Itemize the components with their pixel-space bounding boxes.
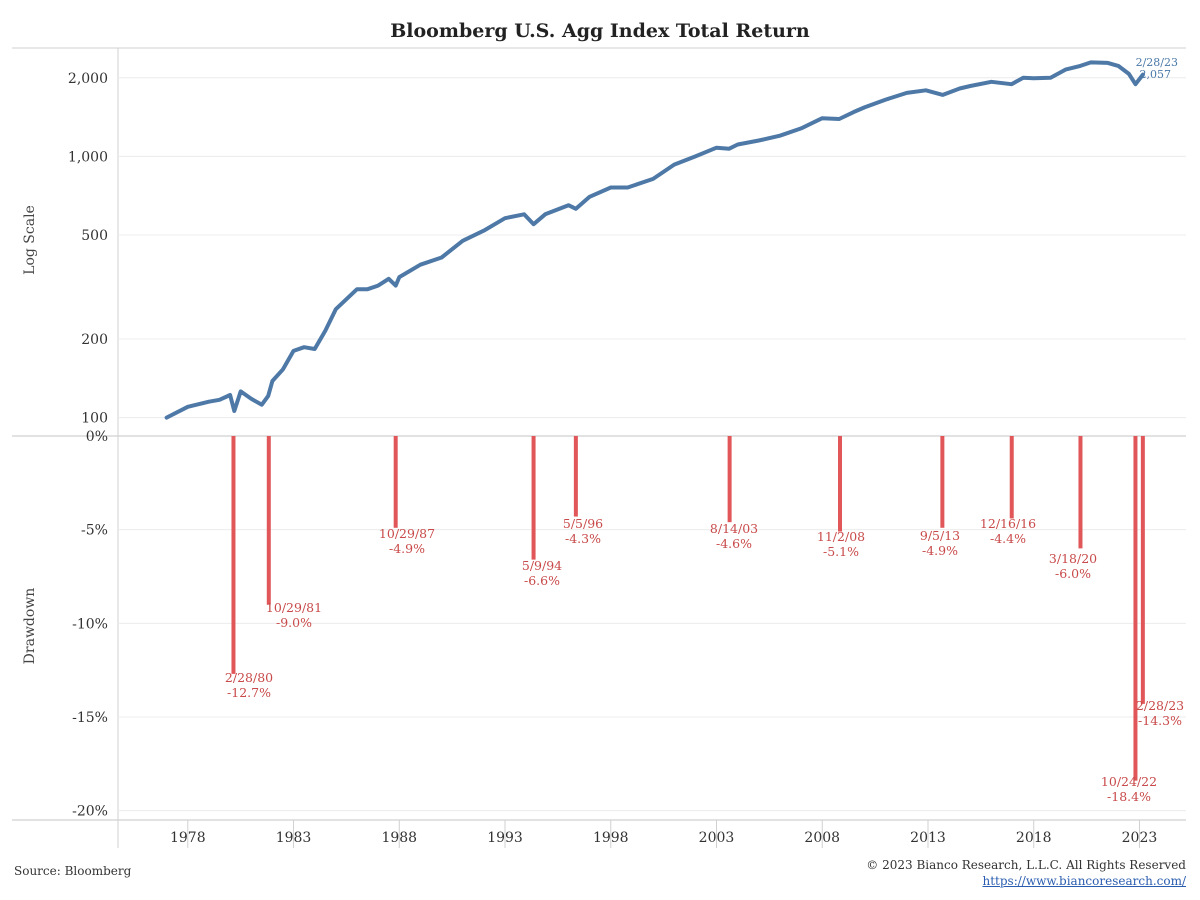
drawdown-value-label: -6.0%	[1055, 566, 1091, 581]
drawdown-bar	[1140, 436, 1145, 704]
top-y-tick-label: 1,000	[68, 149, 108, 165]
drawdown-date-label: 10/29/81	[266, 600, 322, 615]
drawdown-value-label: -6.6%	[524, 573, 560, 588]
drawdown-bar	[573, 436, 578, 517]
drawdown-bars	[231, 436, 1145, 781]
website-link[interactable]: https://www.biancoresearch.com/	[982, 874, 1186, 888]
chart-frame	[12, 47, 1186, 848]
drawdown-bar	[940, 436, 945, 528]
drawdown-bar	[1078, 436, 1083, 549]
drawdown-date-label: 2/28/80	[225, 670, 273, 685]
drawdown-date-label: 3/18/20	[1049, 551, 1097, 566]
x-tick-label: 2023	[1122, 830, 1158, 846]
x-tick-label: 1983	[276, 830, 312, 846]
drawdown-value-label: -4.3%	[565, 531, 601, 546]
bottom-y-tick-label: -15%	[72, 710, 108, 726]
x-tick-label: 1978	[170, 830, 206, 846]
copyright-block: © 2023 Bianco Research, L.L.C. All Right…	[866, 857, 1186, 889]
chart-title: Bloomberg U.S. Agg Index Total Return	[390, 20, 810, 42]
annotations: 2/28/232,0572/28/80-12.7%10/29/81-9.0%10…	[225, 56, 1184, 804]
drawdown-value-label: -4.9%	[922, 543, 958, 558]
drawdown-date-label: 2/28/23	[1136, 698, 1184, 713]
drawdown-value-label: -12.7%	[227, 685, 271, 700]
x-tick-label: 1998	[593, 830, 629, 846]
return-line-path	[164, 60, 1145, 420]
bottom-y-tick-label: -5%	[81, 523, 108, 539]
bottom-y-axis-title: Drawdown	[22, 588, 38, 665]
bottom-y-tick-label: -20%	[72, 804, 108, 820]
x-tick-label: 2018	[1016, 830, 1052, 846]
return-line	[164, 60, 1145, 420]
x-tick-label: 2003	[699, 830, 735, 846]
top-y-tick-label: 200	[81, 332, 108, 348]
gridlines	[118, 77, 1186, 848]
drawdown-date-label: 8/14/03	[710, 521, 758, 536]
drawdown-value-label: -4.4%	[990, 531, 1026, 546]
drawdown-value-label: -14.3%	[1138, 713, 1182, 728]
x-tick-label: 1993	[487, 830, 523, 846]
x-tick-label: 2008	[804, 830, 840, 846]
x-tick-label: 2013	[910, 830, 946, 846]
drawdown-bar	[531, 436, 536, 560]
drawdown-date-label: 5/5/96	[563, 516, 603, 531]
x-axis-ticks: 1978 1983 1988 1993 1998 2003 2008 2013 2018 2023	[170, 830, 1157, 846]
drawdown-bar	[393, 436, 398, 528]
drawdown-value-label: -4.6%	[716, 536, 752, 551]
top-y-axis-title: Log Scale	[22, 205, 38, 275]
end-value-label: 2,057	[1140, 68, 1172, 81]
drawdown-bar	[266, 436, 271, 605]
top-y-tick-label: 500	[81, 228, 108, 244]
bottom-y-tick-label: -10%	[72, 616, 108, 632]
drawdown-date-label: 11/2/08	[817, 529, 865, 544]
drawdown-bar	[838, 436, 843, 532]
drawdown-date-label: 12/16/16	[980, 516, 1036, 531]
drawdown-date-label: 10/24/22	[1101, 774, 1157, 789]
drawdown-value-label: -5.1%	[823, 544, 859, 559]
copyright-text: © 2023 Bianco Research, L.L.C. All Right…	[866, 858, 1186, 872]
x-tick-label: 1988	[381, 830, 417, 846]
drawdown-bar	[231, 436, 236, 674]
drawdown-value-label: -18.4%	[1107, 789, 1151, 804]
drawdown-value-label: -9.0%	[276, 615, 312, 630]
bottom-y-tick-label: 0%	[86, 429, 108, 445]
drawdown-bar	[1133, 436, 1138, 781]
y-axis-ticks: 100 200 500 1,000 2,000 0% -5% -10% -15% -20%	[68, 71, 108, 820]
top-y-tick-label: 2,000	[68, 71, 108, 87]
drawdown-date-label: 10/29/87	[379, 526, 435, 541]
source-note: Source: Bloomberg	[14, 864, 132, 878]
drawdown-value-label: -4.9%	[389, 541, 425, 556]
drawdown-bar	[727, 436, 732, 523]
drawdown-date-label: 5/9/94	[522, 558, 562, 573]
end-date-label: 2/28/23	[1136, 56, 1178, 69]
drawdown-bar	[1009, 436, 1014, 519]
top-y-tick-label: 100	[81, 411, 108, 427]
drawdown-date-label: 9/5/13	[920, 528, 960, 543]
